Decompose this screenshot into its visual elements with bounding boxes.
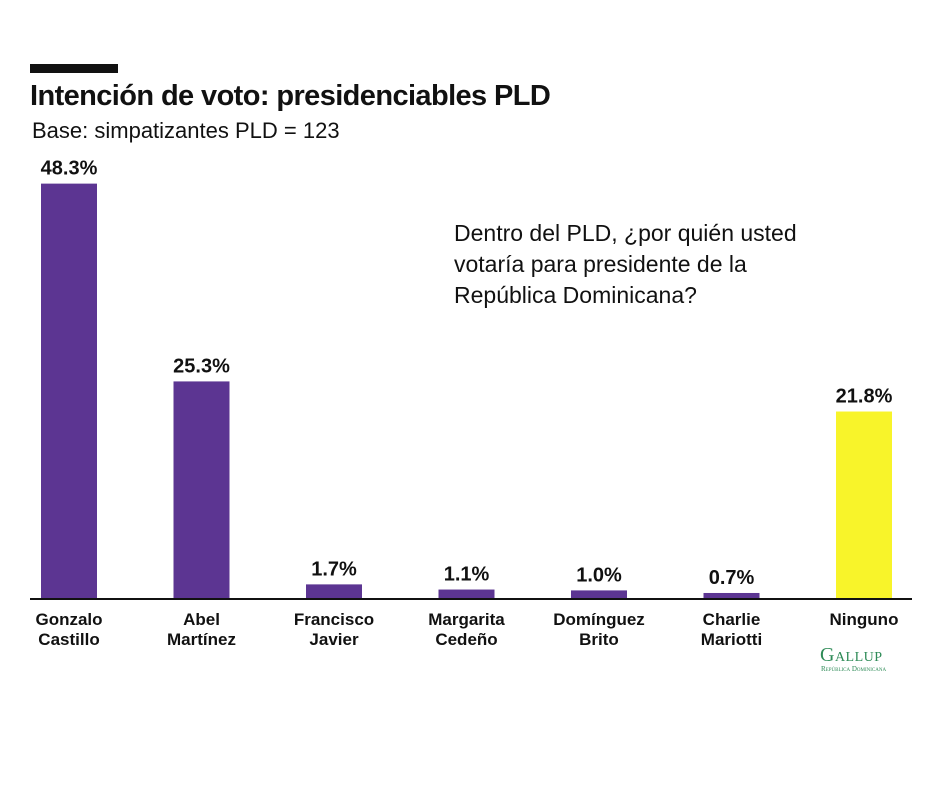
category-label: Ninguno bbox=[830, 610, 899, 629]
bar-value-label: 0.7% bbox=[709, 567, 755, 589]
category-label: Mariotti bbox=[701, 630, 762, 649]
gallup-logo-subtitle: República Dominicana bbox=[821, 665, 887, 673]
survey-question-line: República Dominicana? bbox=[454, 282, 697, 308]
bar-value-label: 48.3% bbox=[41, 158, 98, 180]
survey-question: Dentro del PLD, ¿por quién usted votaría… bbox=[454, 218, 874, 311]
bar bbox=[173, 381, 230, 599]
category-label: Charlie bbox=[703, 610, 761, 629]
category-label: Francisco bbox=[294, 610, 374, 629]
chart-title: Intención de voto: presidenciables PLD bbox=[30, 80, 551, 112]
bar bbox=[41, 183, 97, 599]
chart-subtitle: Base: simpatizantes PLD = 123 bbox=[32, 118, 340, 143]
bar bbox=[306, 584, 362, 599]
gallup-logo: Gallup República Dominicana bbox=[820, 645, 910, 675]
category-label: Javier bbox=[309, 630, 359, 649]
category-label: Domínguez bbox=[553, 610, 645, 629]
category-label: Cedeño bbox=[435, 630, 497, 649]
bar bbox=[703, 592, 760, 599]
gallup-logo-wordmark: Gallup bbox=[820, 644, 883, 666]
category-label: Castillo bbox=[38, 630, 99, 649]
category-label: Martínez bbox=[167, 630, 236, 649]
category-label: Gonzalo bbox=[35, 610, 102, 629]
bar bbox=[571, 590, 627, 599]
bar-value-label: 25.3% bbox=[173, 355, 230, 377]
category-label: Brito bbox=[579, 630, 619, 649]
survey-question-line: Dentro del PLD, ¿por quién usted bbox=[454, 220, 797, 246]
bar-value-label: 21.8% bbox=[836, 386, 893, 408]
bar-value-label: 1.1% bbox=[444, 564, 490, 586]
bar-value-label: 1.0% bbox=[576, 564, 622, 586]
bar bbox=[438, 589, 495, 599]
category-label: Margarita bbox=[428, 610, 505, 629]
category-label: Abel bbox=[183, 610, 220, 629]
title-rule bbox=[30, 64, 118, 73]
bar bbox=[836, 411, 892, 599]
bar-value-label: 1.7% bbox=[311, 558, 357, 580]
survey-question-line: votaría para presidente de la bbox=[454, 251, 747, 277]
